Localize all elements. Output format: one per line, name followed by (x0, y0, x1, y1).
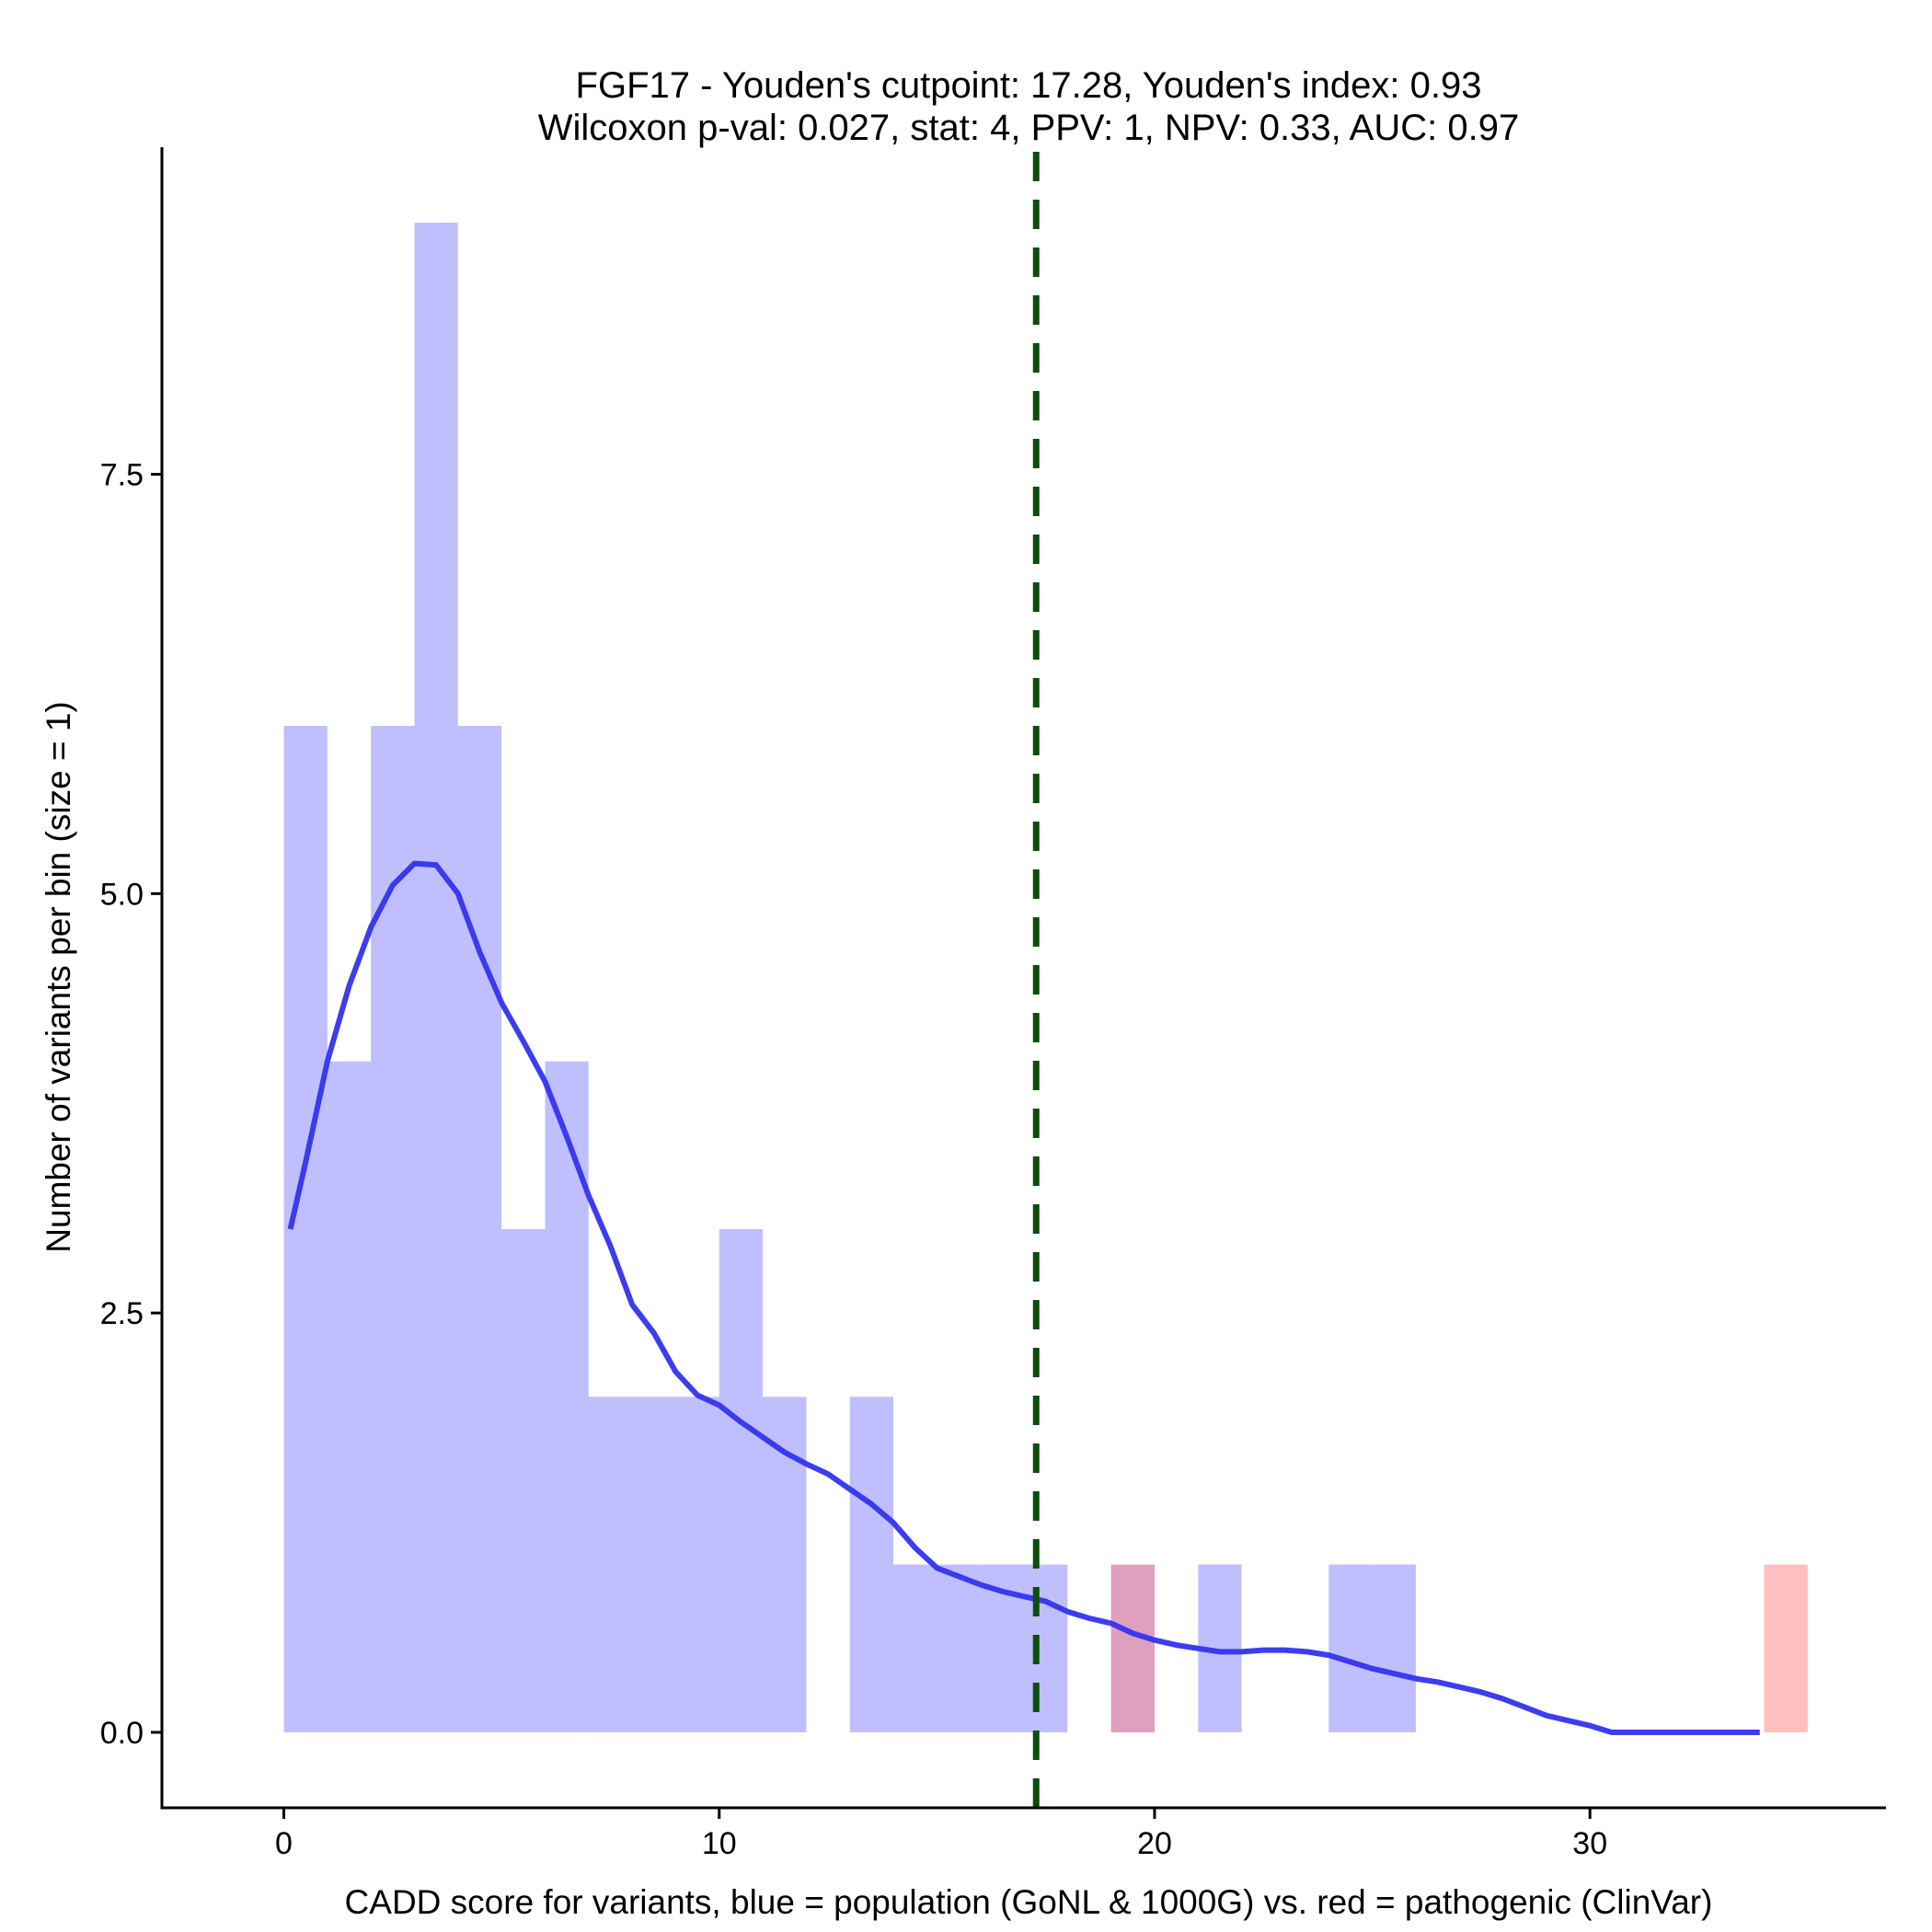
population-bar-15 (937, 1564, 981, 1732)
chart-title-line-1: FGF17 - Youden's cutpoint: 17.28, Youden… (576, 65, 1482, 106)
population-bar-10 (719, 1228, 764, 1732)
population-bar-13 (849, 1397, 894, 1732)
y-axis-label: Number of variants per bin (size = 1) (40, 701, 77, 1252)
y-tick-label-7.5: 7.5 (100, 458, 144, 493)
x-tick-label-30: 30 (1572, 1826, 1607, 1861)
density-layer (287, 860, 1760, 1735)
population-bar-8 (632, 1397, 676, 1732)
x-axis-label: CADD score for variants, blue = populati… (345, 1883, 1713, 1921)
x-tick-label-10: 10 (702, 1826, 737, 1861)
axes: 0 10 20 30 0.0 2.5 5.0 7.5 (100, 147, 1886, 1861)
chart-title-line-2: Wilcoxon p-val: 0.027, stat: 4, PPV: 1, … (538, 108, 1519, 148)
x-tick-label-0: 0 (275, 1826, 293, 1861)
pathogenic-bar-34 (1764, 1564, 1808, 1732)
population-bar-5 (501, 1228, 546, 1732)
population-bar-3 (414, 223, 458, 1732)
population-bar-25 (1372, 1564, 1416, 1732)
population-bar-11 (763, 1397, 807, 1732)
pathogenic-bar-19 (1110, 1564, 1155, 1732)
population-bar-7 (588, 1397, 633, 1732)
population-bar-9 (675, 1397, 719, 1732)
population-bar-14 (893, 1564, 937, 1732)
y-tick-label-5.0: 5.0 (100, 877, 144, 912)
histogram-bars (283, 223, 1808, 1732)
y-tick-label-0.0: 0.0 (100, 1716, 144, 1751)
population-bar-2 (371, 726, 415, 1732)
population-bar-4 (457, 726, 502, 1732)
x-tick-label-20: 20 (1137, 1826, 1172, 1861)
population-bar-17 (1024, 1564, 1068, 1732)
density-curve (287, 860, 1760, 1735)
population-bar-6 (545, 1061, 589, 1732)
population-bar-24 (1328, 1564, 1373, 1732)
population-bar-1 (327, 1061, 372, 1732)
y-tick-label-2.5: 2.5 (100, 1296, 144, 1331)
